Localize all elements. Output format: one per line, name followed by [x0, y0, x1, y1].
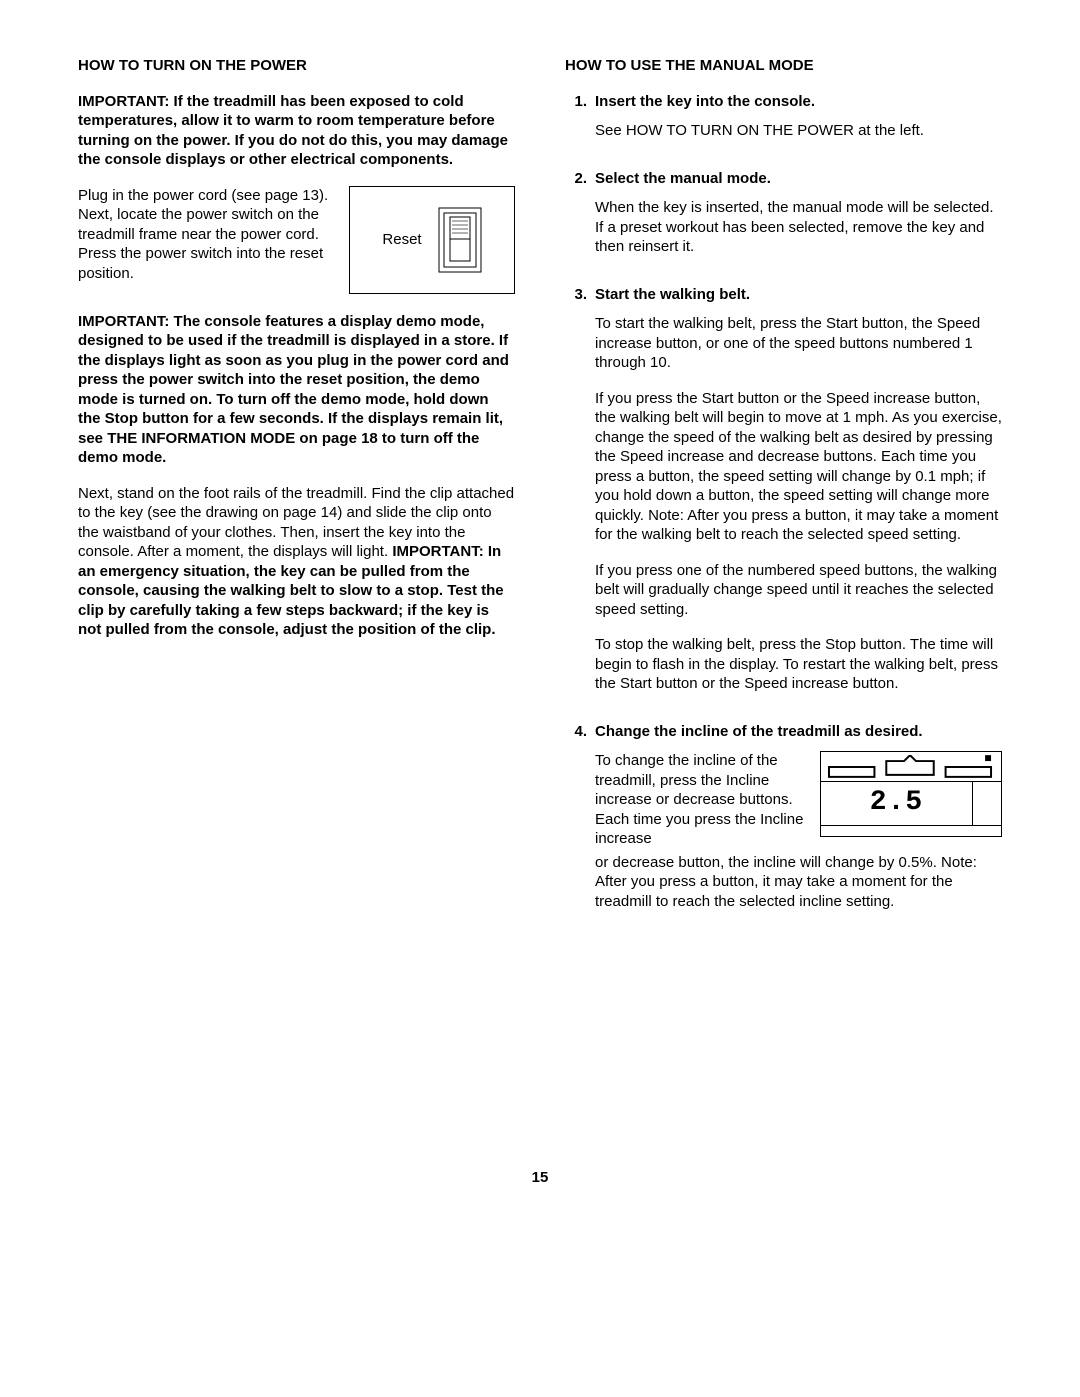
step-text: When the key is inserted, the manual mod…: [595, 198, 1002, 257]
step-title: Select the manual mode.: [595, 169, 1002, 189]
step-num: 3.: [565, 285, 595, 710]
right-column: HOW TO USE THE MANUAL MODE 1. Insert the…: [565, 56, 1002, 939]
important-demo: IMPORTANT: The console features a displa…: [78, 312, 515, 468]
power-heading: HOW TO TURN ON THE POWER: [78, 56, 515, 76]
step-num: 2.: [565, 169, 595, 273]
step-text: If you press the Start button or the Spe…: [595, 389, 1002, 545]
step-text: See HOW TO TURN ON THE POWER at the left…: [595, 121, 1002, 141]
incline-buttons-icon: [827, 755, 995, 779]
step-title: Change the incline of the treadmill as d…: [595, 722, 1002, 742]
next-paragraph: Next, stand on the foot rails of the tre…: [78, 484, 515, 640]
reset-label: Reset: [382, 230, 421, 250]
incline-cont-text: or decrease button, the incline will cha…: [595, 853, 1002, 912]
step-title: Insert the key into the console.: [595, 92, 1002, 112]
step-4: 4. Change the incline of the treadmill a…: [565, 722, 1002, 928]
manual-heading: HOW TO USE THE MANUAL MODE: [565, 56, 1002, 76]
step-text: To start the walking belt, press the Sta…: [595, 314, 1002, 373]
step-num: 1.: [565, 92, 595, 157]
step-title: Start the walking belt.: [595, 285, 1002, 305]
step-num: 4.: [565, 722, 595, 928]
page-number: 15: [0, 1168, 1080, 1188]
incline-side-text: To change the incline of the treadmill, …: [595, 751, 806, 849]
power-switch-icon: [438, 207, 482, 273]
plug-text: Plug in the power cord (see page 13). Ne…: [78, 186, 335, 284]
incline-display-diagram: 2.5: [820, 751, 1002, 837]
step-1: 1. Insert the key into the console. See …: [565, 92, 1002, 157]
step-3: 3. Start the walking belt. To start the …: [565, 285, 1002, 710]
reset-diagram: Reset: [349, 186, 515, 294]
step-text: To stop the walking belt, press the Stop…: [595, 635, 1002, 694]
left-column: HOW TO TURN ON THE POWER IMPORTANT: If t…: [78, 56, 515, 939]
important-cold: IMPORTANT: If the treadmill has been exp…: [78, 92, 515, 170]
step-2: 2. Select the manual mode. When the key …: [565, 169, 1002, 273]
step-text: If you press one of the numbered speed b…: [595, 561, 1002, 620]
incline-value: 2.5: [821, 782, 973, 825]
